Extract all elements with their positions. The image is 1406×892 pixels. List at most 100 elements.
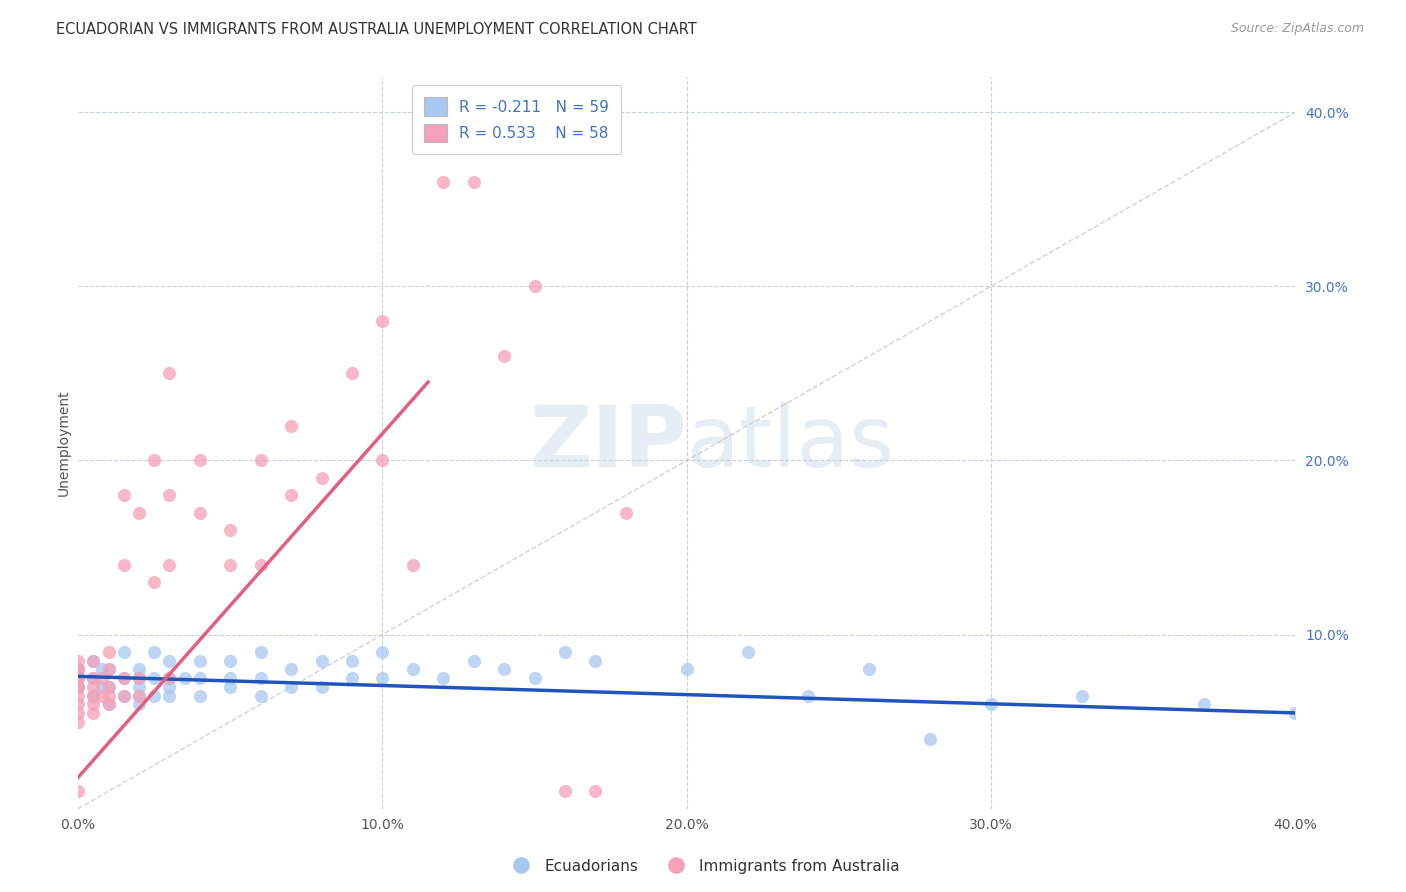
Point <box>311 680 333 694</box>
Point <box>67 662 90 676</box>
Point <box>371 645 394 659</box>
Point <box>67 714 90 729</box>
Point <box>67 680 90 694</box>
Legend: R = -0.211   N = 59, R = 0.533    N = 58: R = -0.211 N = 59, R = 0.533 N = 58 <box>412 85 621 154</box>
Point <box>128 689 150 703</box>
Point <box>143 645 166 659</box>
Point <box>157 671 180 685</box>
Point <box>143 689 166 703</box>
Point <box>128 689 150 703</box>
Point <box>97 662 120 676</box>
Point <box>91 671 114 685</box>
Point <box>249 645 271 659</box>
Point <box>112 558 135 572</box>
Point <box>1071 689 1094 703</box>
Point <box>143 671 166 685</box>
Point <box>371 314 394 328</box>
Point <box>128 697 150 711</box>
Text: atlas: atlas <box>686 401 894 484</box>
Point <box>219 558 242 572</box>
Point <box>188 654 211 668</box>
Point <box>82 689 104 703</box>
Point <box>311 654 333 668</box>
Point <box>219 671 242 685</box>
Point <box>219 523 242 537</box>
Point <box>494 662 516 676</box>
Point <box>67 697 90 711</box>
Point <box>82 671 104 685</box>
Text: ZIP: ZIP <box>529 401 686 484</box>
Point <box>494 349 516 363</box>
Point <box>97 697 120 711</box>
Point <box>402 558 425 572</box>
Y-axis label: Unemployment: Unemployment <box>58 390 72 496</box>
Point <box>402 662 425 676</box>
Point <box>219 680 242 694</box>
Point <box>280 488 302 502</box>
Point <box>249 453 271 467</box>
Point <box>173 671 195 685</box>
Point <box>280 418 302 433</box>
Point <box>82 654 104 668</box>
Point <box>67 662 90 676</box>
Legend: Ecuadorians, Immigrants from Australia: Ecuadorians, Immigrants from Australia <box>501 853 905 880</box>
Point <box>67 706 90 720</box>
Point <box>340 367 363 381</box>
Point <box>583 784 606 798</box>
Point <box>523 671 546 685</box>
Point <box>371 453 394 467</box>
Point <box>737 645 759 659</box>
Point <box>97 689 120 703</box>
Point <box>463 175 485 189</box>
Point <box>97 680 120 694</box>
Point <box>112 689 135 703</box>
Point <box>67 671 90 685</box>
Point <box>67 680 90 694</box>
Point <box>128 506 150 520</box>
Point <box>340 671 363 685</box>
Point <box>675 662 697 676</box>
Point <box>1284 706 1306 720</box>
Point <box>463 654 485 668</box>
Point <box>249 671 271 685</box>
Point <box>797 689 820 703</box>
Point <box>91 689 114 703</box>
Point <box>67 662 90 676</box>
Point <box>97 680 120 694</box>
Point <box>67 689 90 703</box>
Point <box>143 575 166 590</box>
Point <box>371 671 394 685</box>
Point <box>82 706 104 720</box>
Point <box>128 671 150 685</box>
Point <box>249 558 271 572</box>
Point <box>920 732 942 747</box>
Point <box>143 453 166 467</box>
Point <box>583 654 606 668</box>
Point <box>249 689 271 703</box>
Point <box>91 662 114 676</box>
Point <box>614 506 637 520</box>
Point <box>280 662 302 676</box>
Point <box>82 671 104 685</box>
Point <box>554 645 576 659</box>
Point <box>157 558 180 572</box>
Point <box>91 680 114 694</box>
Point <box>128 671 150 685</box>
Point <box>188 453 211 467</box>
Point <box>82 680 104 694</box>
Point <box>67 654 90 668</box>
Point <box>311 471 333 485</box>
Point <box>157 680 180 694</box>
Point <box>128 680 150 694</box>
Point <box>188 671 211 685</box>
Point <box>280 680 302 694</box>
Point <box>82 697 104 711</box>
Point <box>432 175 454 189</box>
Point <box>82 654 104 668</box>
Point <box>340 654 363 668</box>
Point <box>67 671 90 685</box>
Point <box>157 367 180 381</box>
Point <box>980 697 1002 711</box>
Point <box>157 689 180 703</box>
Point <box>157 654 180 668</box>
